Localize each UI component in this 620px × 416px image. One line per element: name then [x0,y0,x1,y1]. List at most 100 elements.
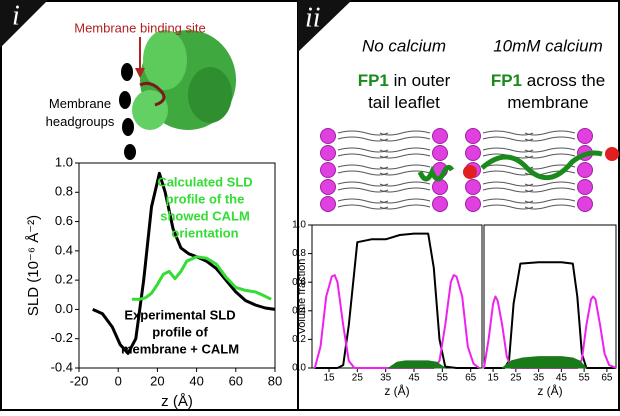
x-tick-label: 35 [380,373,392,384]
x-tick-label: 65 [465,373,477,384]
tail [482,147,534,153]
y-tick-label: 0.4 [55,242,73,257]
tail [379,181,431,187]
condition-desc: FP1 in outer [358,71,451,90]
y-tick-label: 1.0 [292,220,306,231]
annotation: Calculated SLD [157,174,252,189]
annotation: profile of [152,324,208,339]
y-tick-label: -0.4 [51,359,73,374]
corner [298,0,352,52]
tail [379,198,431,204]
tail [482,130,534,136]
line [131,255,272,301]
binding-site-label: Membrane binding site [74,20,206,35]
tail [379,204,431,210]
area [388,360,446,369]
headgroup [320,196,336,212]
x-tick-label: 55 [579,373,591,384]
headgroup [432,196,448,212]
tail [379,130,431,136]
condition: 10mM calcium [493,36,603,55]
tail [482,136,534,142]
calcium [463,165,477,179]
x-tick-label: 25 [352,373,364,384]
tail [524,187,576,193]
headgroup [320,145,336,161]
tail [379,187,431,193]
tail [524,170,576,176]
x-axis-label: z (Å) [384,383,409,398]
headgroup [465,179,481,195]
tail [337,147,389,153]
y-axis-label: Volume fraction [296,259,308,335]
headgroup [432,145,448,161]
area [501,356,587,369]
tail [337,130,389,136]
headgroup [465,128,481,144]
headgroups [119,63,136,160]
plot-area [78,162,276,369]
x-axis-label: z (Å) [161,393,193,410]
x-tick-label: 25 [510,373,522,384]
tail [337,164,389,170]
x-axis-label: z (Å) [537,383,562,398]
fp1 [480,150,603,180]
x-tick-label: 60 [229,373,243,388]
y-tick-label: 0.4 [292,305,306,316]
x-tick-label: -20 [70,373,89,388]
annotation: Experimental SLD [124,307,235,322]
y-tick-label: 0.6 [292,277,306,288]
headgroups-label-visible: Membrane headgroups [46,96,115,129]
headgroup [465,145,481,161]
calcium [605,147,619,161]
tail [379,153,431,159]
x-tick-label: 80 [268,373,282,388]
y-tick-label: 0.0 [55,301,73,316]
headgroup [320,162,336,178]
membrane-cartoon [320,128,619,212]
tail [524,198,576,204]
condition-desc: membrane [507,93,588,112]
x-tick-label: 40 [189,373,203,388]
fp1: FP1 [358,71,389,90]
tail [379,164,431,170]
desc-line: tail leaflet [368,93,440,112]
headgroup [320,179,336,195]
condition-desc: tail leaflet [368,93,440,112]
condition: No calcium [362,36,446,55]
desc-line: across the [527,71,605,90]
tail [337,170,389,176]
tail [524,130,576,136]
tail [379,147,431,153]
y-tick-label: 0.2 [55,272,73,287]
x-tick-label: 45 [556,373,568,384]
corner [0,0,48,48]
x-tick-label: 45 [408,373,420,384]
y-tick-label: 0.6 [55,213,73,228]
tail [337,136,389,142]
y-tick-label: 0.2 [292,334,306,345]
headgroup [577,179,593,195]
tail [482,170,534,176]
x-tick-label: 65 [601,373,613,384]
tail [337,153,389,159]
panel-label: ii [305,2,321,33]
tail [482,181,534,187]
tail [337,198,389,204]
protein [132,30,236,130]
line [314,232,480,369]
y-tick-label: -0.2 [51,330,73,345]
arrow-head [135,68,145,78]
tail [524,147,576,153]
tail [482,204,534,210]
tail [482,187,534,193]
tail [524,181,576,187]
tail [379,136,431,142]
fp1: FP1 [491,71,522,90]
x-tick-label: 35 [533,373,545,384]
headgroup [432,128,448,144]
x-tick-label: 55 [437,373,449,384]
headgroup [465,196,481,212]
x-tick-label: 20 [150,373,164,388]
